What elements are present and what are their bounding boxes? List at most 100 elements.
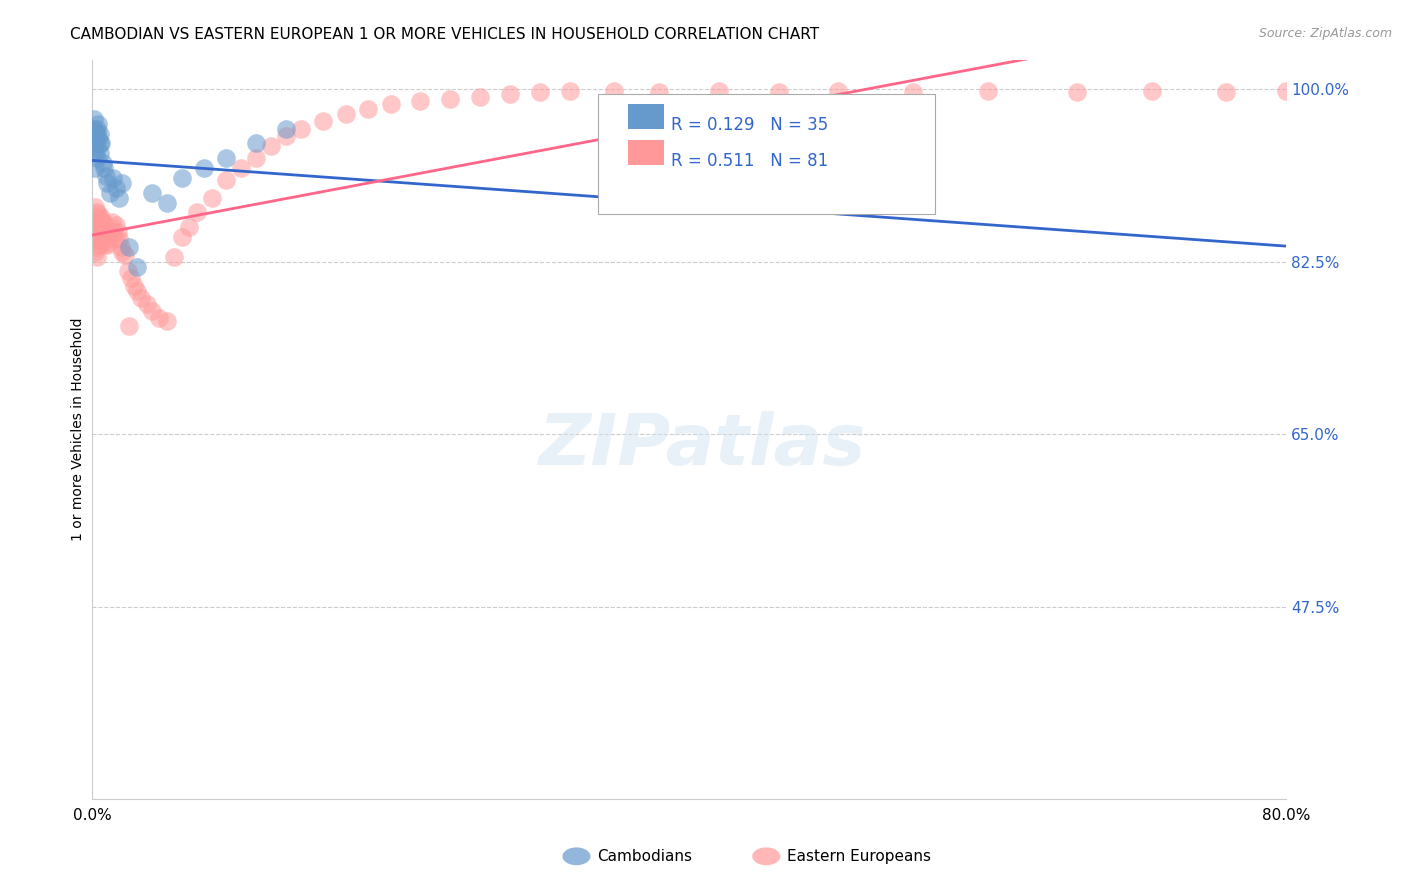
Point xyxy=(131,291,153,305)
Point xyxy=(87,235,110,249)
Point xyxy=(98,220,121,235)
Point xyxy=(94,236,117,251)
Point xyxy=(470,90,492,104)
Point xyxy=(89,127,111,141)
Point xyxy=(245,151,267,165)
Point xyxy=(96,225,118,239)
Point xyxy=(120,271,142,285)
Point xyxy=(499,87,522,101)
Point xyxy=(90,211,112,225)
Point xyxy=(108,190,131,204)
Point xyxy=(148,310,170,325)
Point xyxy=(118,318,141,333)
Point xyxy=(87,117,110,131)
Point xyxy=(86,240,108,254)
Point xyxy=(976,84,998,98)
Point xyxy=(93,235,115,249)
Point xyxy=(156,195,179,210)
Point xyxy=(94,222,117,236)
Point xyxy=(86,141,108,155)
Point xyxy=(96,238,118,252)
Point xyxy=(380,97,402,112)
Point xyxy=(707,84,730,98)
Text: Cambodians: Cambodians xyxy=(598,849,693,863)
Point xyxy=(86,250,108,264)
Point xyxy=(89,136,111,151)
Point xyxy=(97,227,120,242)
Point xyxy=(90,225,112,239)
Point xyxy=(94,169,117,183)
Point xyxy=(105,180,128,194)
Point xyxy=(111,244,134,259)
Text: Eastern Europeans: Eastern Europeans xyxy=(787,849,931,863)
Point xyxy=(84,215,107,229)
Point xyxy=(215,151,238,165)
Point xyxy=(110,240,132,254)
Point xyxy=(335,107,357,121)
Point xyxy=(122,279,145,293)
Point xyxy=(108,232,131,246)
Point xyxy=(215,173,238,187)
Point xyxy=(84,136,107,151)
Point xyxy=(179,220,201,235)
Point xyxy=(91,156,114,170)
Point xyxy=(89,212,111,227)
Point xyxy=(558,84,581,98)
Point xyxy=(91,230,114,244)
Point xyxy=(125,284,148,298)
Point xyxy=(83,220,105,235)
Point xyxy=(170,230,193,244)
Point xyxy=(114,248,136,262)
Point xyxy=(86,151,108,165)
Point xyxy=(231,161,253,175)
Point xyxy=(84,244,107,259)
Point xyxy=(141,304,163,318)
Point xyxy=(357,102,380,116)
Point xyxy=(84,146,107,161)
Point xyxy=(111,176,134,190)
Point xyxy=(768,85,790,99)
Point xyxy=(200,190,222,204)
Point xyxy=(86,121,108,136)
Point xyxy=(1066,85,1088,99)
Point xyxy=(136,297,159,311)
Point xyxy=(87,131,110,145)
Point xyxy=(312,113,335,128)
Point xyxy=(98,186,121,200)
Point xyxy=(86,127,108,141)
Point xyxy=(89,238,111,252)
Point xyxy=(260,139,283,153)
Point xyxy=(86,218,108,232)
Point xyxy=(84,201,107,215)
Point xyxy=(93,220,115,235)
Point xyxy=(84,161,107,175)
Point xyxy=(163,250,186,264)
Point xyxy=(101,170,124,185)
Point xyxy=(409,94,432,108)
Point xyxy=(83,112,105,126)
Point xyxy=(103,232,125,246)
Y-axis label: 1 or more Vehicles in Household: 1 or more Vehicles in Household xyxy=(72,318,86,541)
Point xyxy=(245,136,267,151)
Point xyxy=(84,123,107,137)
Point xyxy=(439,92,461,106)
Point xyxy=(141,186,163,200)
Point xyxy=(1215,85,1237,99)
Point xyxy=(156,314,179,328)
Point xyxy=(89,225,111,239)
Point xyxy=(96,176,118,190)
Point xyxy=(83,230,105,244)
Point xyxy=(83,131,105,145)
Point xyxy=(1140,84,1163,98)
Point xyxy=(101,225,124,239)
Point xyxy=(86,230,108,244)
Point xyxy=(93,161,115,175)
Point xyxy=(84,232,107,246)
Point xyxy=(118,240,141,254)
Point xyxy=(117,264,139,278)
Point xyxy=(87,222,110,236)
Point xyxy=(83,121,105,136)
Text: Source: ZipAtlas.com: Source: ZipAtlas.com xyxy=(1258,27,1392,40)
Point xyxy=(186,205,208,219)
Point xyxy=(91,215,114,229)
